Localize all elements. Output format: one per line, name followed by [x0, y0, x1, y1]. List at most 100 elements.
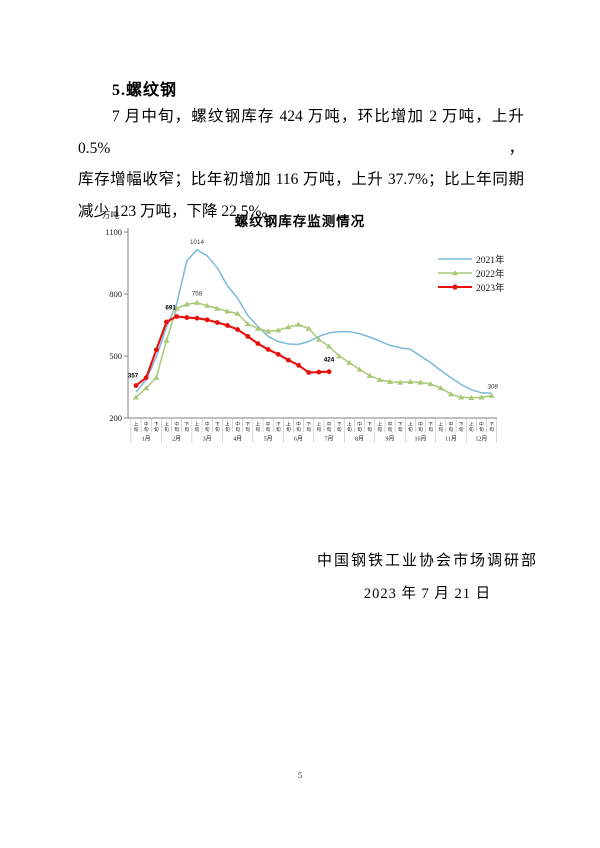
x-month-label: 7月 [325, 436, 334, 443]
circle-marker [133, 383, 139, 388]
data-point-label: 424 [324, 357, 335, 364]
data-point-label: 691 [165, 305, 176, 312]
chart-plot-area: 2005008001100上旬中旬下旬1月上旬中旬下旬2月上旬中旬下旬3月上旬中… [105, 227, 498, 443]
x-month-label: 8月 [355, 436, 364, 443]
triangle-marker [488, 392, 495, 398]
circle-marker [214, 320, 220, 325]
triangle-marker [458, 394, 465, 400]
triangle-marker [305, 325, 312, 331]
triangle-marker [468, 394, 475, 400]
x-period-label: 上旬 [286, 421, 291, 433]
x-period-label: 中旬 [479, 421, 484, 433]
circle-marker [204, 317, 210, 323]
x-period-label: 中旬 [388, 421, 393, 433]
circle-marker [275, 351, 281, 357]
footer-date: 2023 年 7 月 21 日 [363, 586, 492, 602]
triangle-marker [264, 328, 272, 334]
circle-marker [164, 319, 169, 325]
data-point-label: 758 [192, 291, 203, 298]
triangle-marker [244, 321, 251, 327]
triangle-marker [173, 305, 180, 311]
x-period-label: 上旬 [164, 421, 169, 433]
circle-marker [143, 375, 149, 381]
triangle-marker [437, 385, 444, 391]
circle-marker [316, 369, 322, 375]
triangle-marker [143, 385, 150, 391]
x-period-label: 上旬 [469, 421, 474, 433]
x-month-label: 4月 [233, 436, 242, 443]
x-month-label: 6月 [294, 436, 303, 443]
triangle-marker [153, 374, 160, 380]
x-period-label: 上旬 [408, 421, 413, 433]
x-period-label: 下旬 [337, 422, 342, 433]
triangle-marker [386, 378, 394, 385]
series-line-2 [135, 315, 330, 387]
section-heading: 5.螺纹钢 [112, 82, 178, 99]
x-period-label: 下旬 [154, 422, 159, 433]
circle-marker [286, 357, 291, 363]
circle-marker [265, 346, 271, 352]
x-month-label: 11月 [445, 436, 457, 443]
x-period-label: 中旬 [449, 421, 454, 433]
body-paragraph: 7 月中旬，螺纹钢库存 424 万吨，环比增加 2 万吨，上升 0.5%， 库存… [78, 101, 524, 227]
x-period-label: 中旬 [144, 421, 149, 433]
triangle-marker [275, 327, 282, 333]
triangle-marker [376, 376, 383, 382]
legend-item-1: 2022年 [438, 266, 505, 280]
triangle-marker [214, 305, 221, 311]
circle-marker [326, 369, 332, 375]
legend-swatch [438, 258, 472, 260]
triangle-marker [163, 337, 170, 343]
x-period-label: 中旬 [266, 421, 271, 433]
legend-label: 2022年 [476, 270, 505, 280]
x-month-label: 12月 [475, 436, 487, 443]
triangle-marker [234, 310, 241, 316]
legend-label: 2021年 [476, 256, 505, 266]
x-period-label: 中旬 [327, 421, 332, 433]
circle-marker [174, 314, 180, 319]
chart-title: 螺纹钢库存监测情况 [234, 214, 366, 229]
circle-marker [225, 323, 230, 328]
x-period-label: 上旬 [256, 421, 261, 433]
triangle-marker [315, 336, 322, 342]
x-period-label: 下旬 [215, 422, 220, 433]
chart-legend: 2021年 2022年 2023年 [438, 252, 505, 294]
triangle-marker [285, 324, 292, 330]
footer-organization: 中国钢铁工业协会市场调研部 [316, 553, 538, 569]
x-period-label: 下旬 [306, 422, 311, 433]
legend-label: 2023年 [476, 284, 505, 294]
triangle-marker [295, 321, 302, 327]
circle-marker [296, 362, 301, 368]
y-tick-label: 500 [109, 351, 122, 361]
x-period-label: 中旬 [174, 421, 179, 433]
x-period-label: 中旬 [357, 421, 362, 433]
x-month-label: 9月 [385, 436, 394, 443]
triangle-marker [407, 378, 414, 385]
circle-marker [245, 333, 251, 339]
circle-marker [153, 347, 159, 353]
page-number: 5 [297, 770, 303, 780]
data-point-label: 357 [128, 373, 139, 380]
x-period-label: 上旬 [377, 421, 382, 433]
y-tick-label: 800 [109, 289, 122, 299]
triangle-marker [478, 394, 485, 400]
triangle-marker [346, 359, 353, 365]
triangle-marker [132, 394, 140, 400]
circle-marker [306, 370, 312, 375]
rebar-inventory-chart: 万吨 螺纹钢库存监测情况 200 500 800 1100 上旬 中旬 下旬 1月 上旬 中旬 下旬… [95, 206, 555, 458]
triangle-marker [254, 325, 262, 331]
y-axis-unit-label: 万吨 [102, 210, 120, 220]
legend-item-2: 2023年 [438, 280, 505, 294]
x-period-label: 下旬 [428, 422, 433, 433]
x-period-label: 中旬 [418, 421, 423, 433]
x-month-label: 5月 [264, 436, 273, 443]
y-tick-label: 200 [109, 413, 122, 423]
circle-marker [235, 327, 241, 332]
legend-item-0: 2021年 [438, 252, 505, 266]
x-month-label: 10月 [414, 436, 426, 443]
y-tick-label: 1100 [105, 227, 122, 237]
x-period-label: 下旬 [184, 422, 189, 433]
x-period-label: 下旬 [276, 422, 281, 433]
circle-marker [184, 315, 190, 320]
